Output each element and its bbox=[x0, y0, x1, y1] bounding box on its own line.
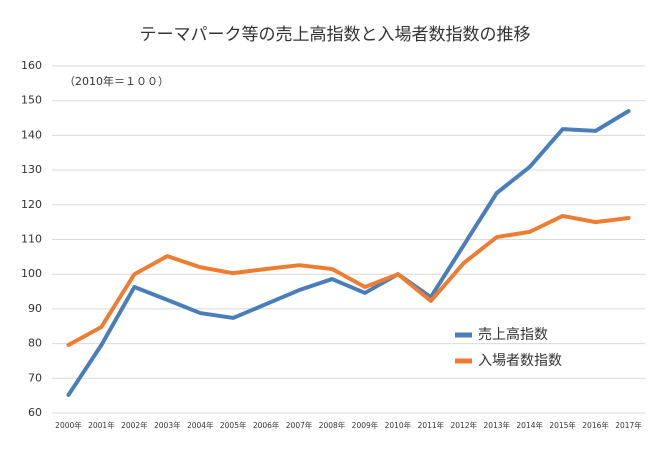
y-tick-label: 130 bbox=[21, 163, 42, 176]
x-tick-label: 2006年 bbox=[253, 420, 280, 430]
x-tick-label: 2012年 bbox=[451, 420, 478, 430]
y-tick-label: 70 bbox=[28, 371, 42, 384]
y-tick-label: 150 bbox=[21, 94, 42, 107]
x-tick-label: 2008年 bbox=[319, 420, 346, 430]
x-tick-label: 2003年 bbox=[154, 420, 181, 430]
y-tick-label: 80 bbox=[28, 337, 42, 350]
x-tick-label: 2005年 bbox=[220, 420, 247, 430]
y-tick-label: 60 bbox=[28, 406, 42, 419]
x-tick-label: 2015年 bbox=[549, 420, 576, 430]
series-line bbox=[66, 109, 631, 397]
legend-label: 売上高指数 bbox=[478, 326, 548, 343]
annotation: （2010年＝１００） bbox=[64, 74, 169, 88]
legend-label: 入場者数指数 bbox=[478, 353, 562, 369]
y-tick-label: 160 bbox=[21, 59, 42, 72]
x-tick-label: 2010年 bbox=[385, 420, 412, 430]
x-tick-label: 2014年 bbox=[516, 420, 543, 430]
y-tick-label: 120 bbox=[21, 198, 42, 211]
x-tick-label: 2017年 bbox=[615, 420, 642, 430]
y-tick-label: 110 bbox=[21, 233, 42, 246]
y-tick-label: 90 bbox=[28, 302, 42, 315]
y-tick-label: 100 bbox=[21, 267, 42, 280]
x-tick-label: 2011年 bbox=[418, 420, 445, 430]
x-tick-label: 2000年 bbox=[55, 420, 82, 430]
x-tick-label: 2009年 bbox=[352, 420, 379, 430]
x-tick-label: 2004年 bbox=[187, 420, 214, 430]
series-line bbox=[66, 213, 631, 347]
x-tick-label: 2016年 bbox=[582, 420, 609, 430]
x-tick-label: 2002年 bbox=[121, 420, 148, 430]
chart-title: テーマパーク等の売上高指数と入場者数指数の推移 bbox=[140, 25, 531, 45]
x-tick-label: 2001年 bbox=[88, 420, 115, 430]
x-tick-label: 2007年 bbox=[286, 420, 313, 430]
y-tick-label: 140 bbox=[21, 128, 42, 141]
x-tick-label: 2013年 bbox=[483, 420, 510, 430]
